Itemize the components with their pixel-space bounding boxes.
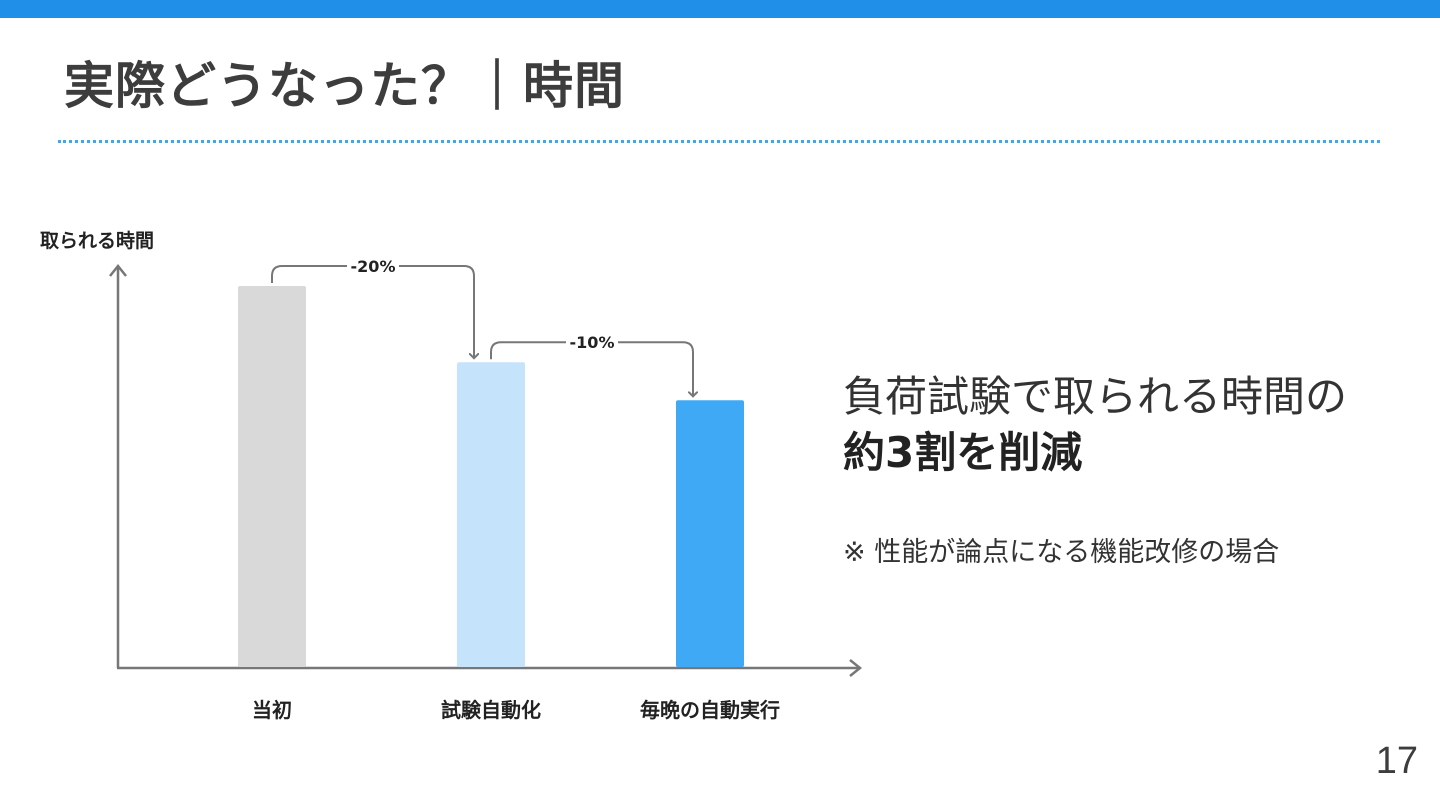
bar-chart: 取られる時間 当初 試験自動化 毎晩の自動実行 -20% -10% bbox=[40, 230, 863, 722]
annotation-connector-left bbox=[490, 341, 566, 360]
annotation-label: -20% bbox=[351, 257, 396, 276]
chart-axes bbox=[109, 263, 863, 677]
title-divider bbox=[58, 140, 1380, 143]
y-axis-label: 取られる時間 bbox=[40, 230, 154, 252]
top-accent-bar bbox=[0, 0, 1440, 18]
summary-block: 負荷試験で取られる時間の 約3割を削減 bbox=[843, 370, 1423, 482]
slide-title: 実際どうなった？｜時間 bbox=[64, 57, 625, 115]
summary-headline: 負荷試験で取られる時間の bbox=[843, 372, 1348, 421]
summary-highlight: 約3割を削減 bbox=[843, 428, 1083, 477]
annotation-label: -10% bbox=[570, 333, 615, 352]
page-number: 17 bbox=[1375, 740, 1418, 782]
bar-0 bbox=[238, 286, 306, 667]
annotation-arrow-icon bbox=[399, 265, 474, 358]
bar-2 bbox=[676, 400, 744, 667]
bar-1 bbox=[457, 362, 525, 667]
y-axis-arrow-icon bbox=[109, 263, 127, 277]
category-label: 当初 bbox=[252, 698, 292, 722]
summary-note: ※ 性能が論点になる機能改修の場合 bbox=[843, 537, 1280, 568]
x-axis-arrow-icon bbox=[849, 659, 863, 677]
annotation-arrow-icon bbox=[618, 341, 693, 396]
annotation-connector-left bbox=[271, 265, 347, 283]
category-label: 試験自動化 bbox=[441, 698, 541, 722]
category-label: 毎晩の自動実行 bbox=[640, 698, 780, 722]
